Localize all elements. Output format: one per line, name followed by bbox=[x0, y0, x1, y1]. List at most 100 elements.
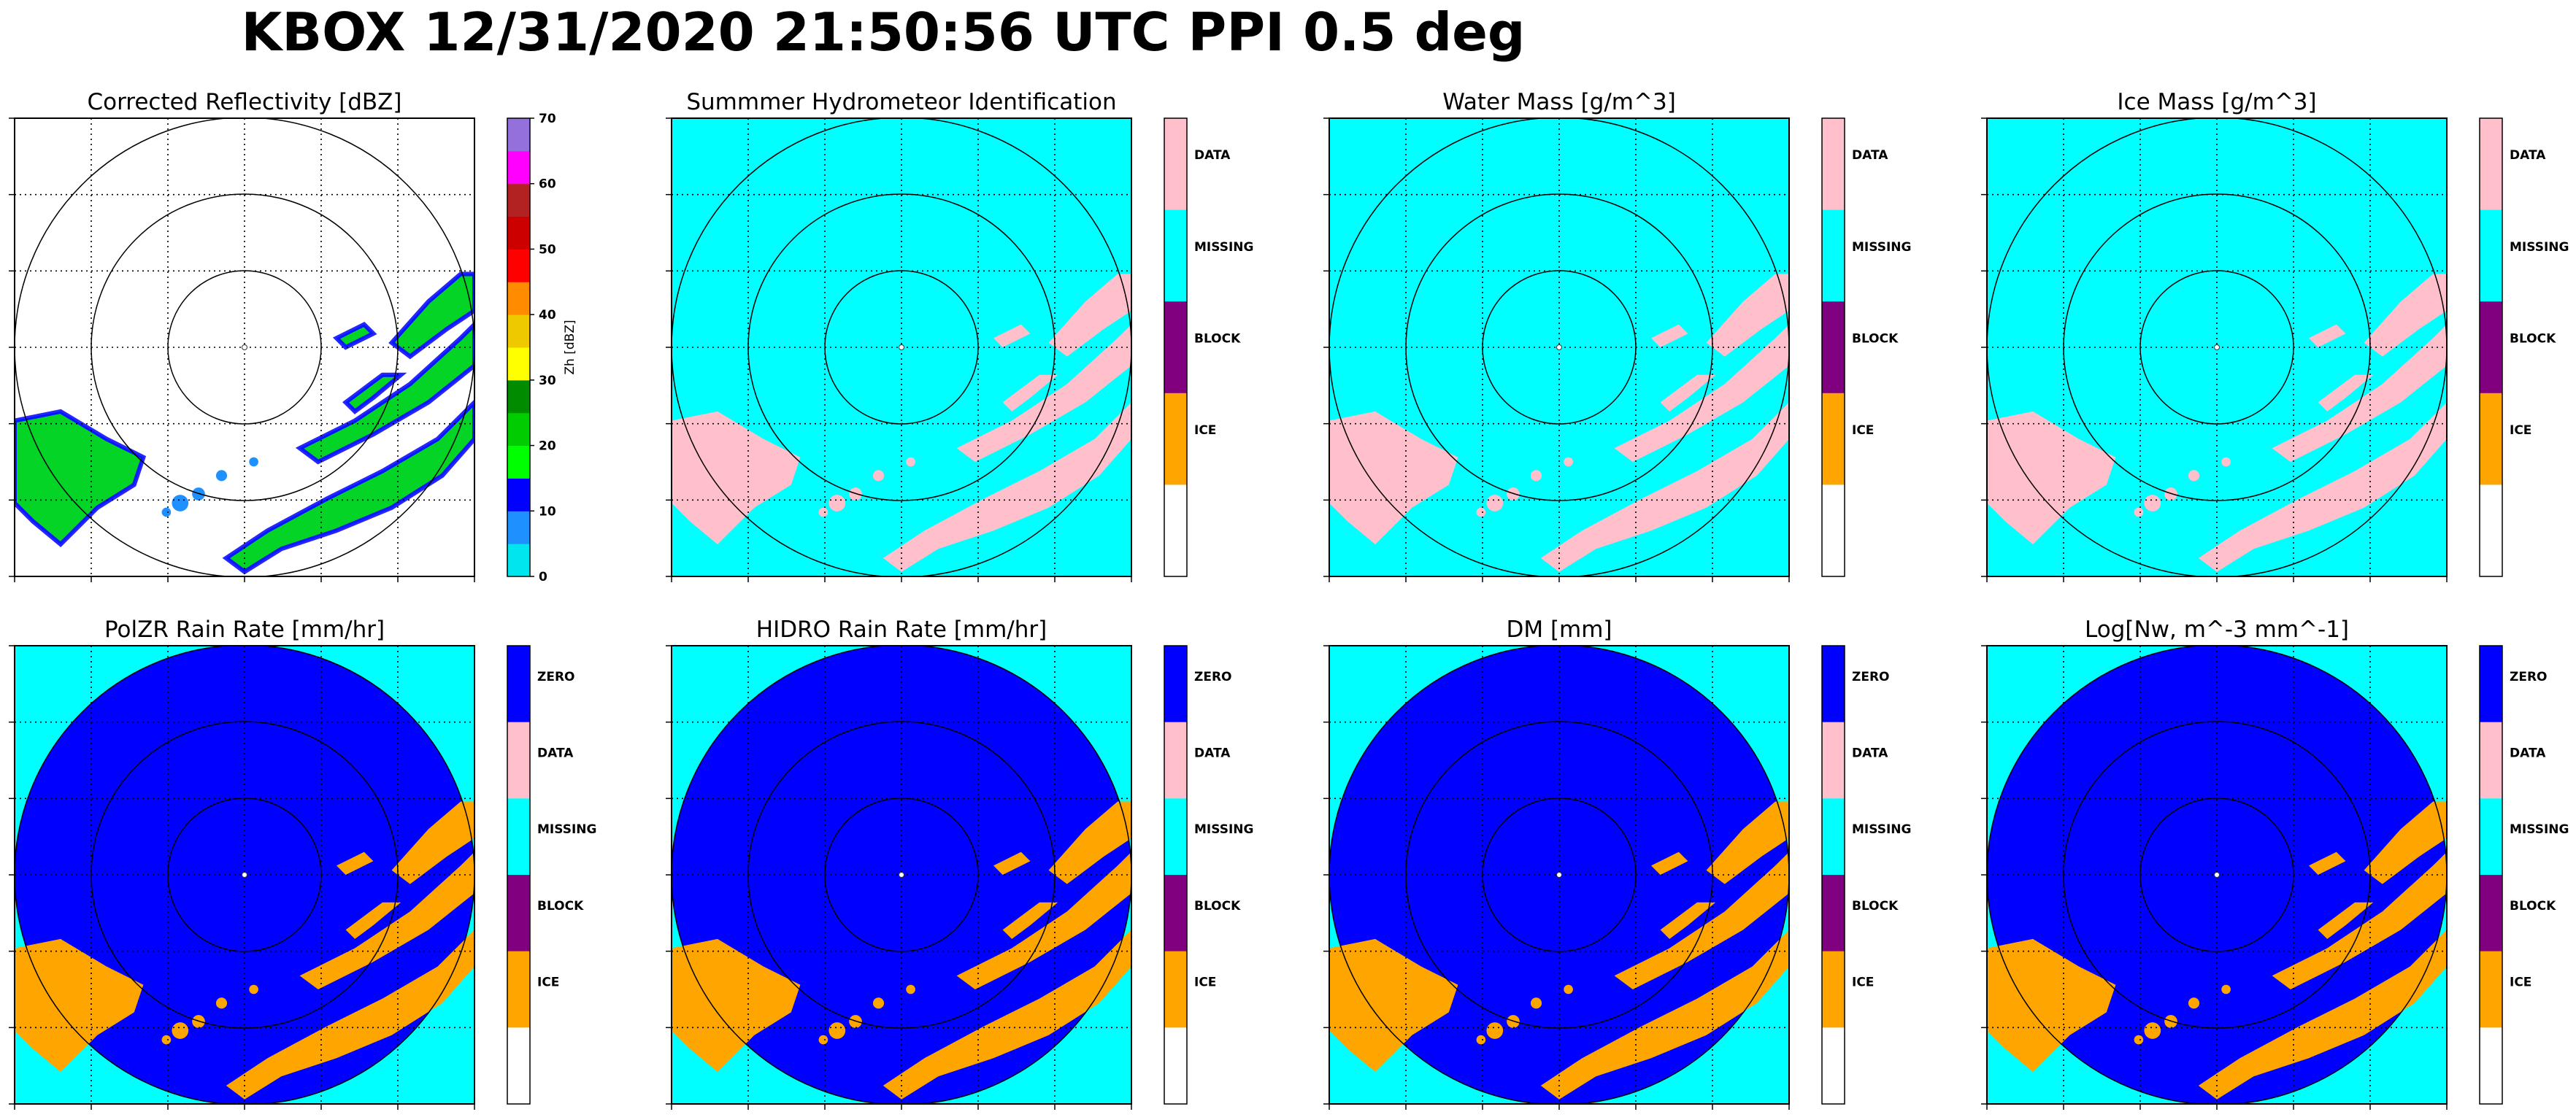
echo-core bbox=[332, 321, 377, 350]
echo-core bbox=[295, 321, 474, 465]
colorbar-ylabel: Zh [dBZ] bbox=[563, 320, 577, 374]
echo-speck bbox=[172, 1022, 189, 1039]
colorbar-category-label: ICE bbox=[2510, 976, 2531, 990]
panel-reflectivity: Corrected Reflectivity [dBZ] 0 10 20 30 40 50 6… bbox=[9, 89, 577, 584]
colorbar: DATA MISSING BLOCK ICE bbox=[1164, 117, 1253, 577]
colorbar-segment bbox=[1822, 646, 1845, 723]
colorbar-segment bbox=[1822, 1027, 1845, 1105]
panel-water-mass: Water Mass [g/m^3] DATA MISSING BLOCK ICE bbox=[1323, 89, 1911, 582]
echo-band bbox=[1660, 902, 1716, 939]
colorbar-category-label: MISSING bbox=[2510, 822, 2569, 837]
range-ring bbox=[2139, 797, 2294, 952]
echo-band bbox=[2198, 402, 2447, 572]
echo-core bbox=[15, 409, 147, 548]
echo-speck bbox=[2144, 495, 2161, 511]
colorbar-segment bbox=[2480, 798, 2502, 876]
echo-band bbox=[2309, 851, 2346, 875]
echo-speck bbox=[828, 1022, 846, 1039]
panel-dm: DM [mm] ZERO DATA MISSING BLOCK ICE bbox=[1323, 617, 1911, 1110]
radar-site-marker bbox=[242, 872, 247, 878]
colorbar-segment bbox=[507, 445, 530, 479]
echo-band bbox=[1651, 851, 1688, 875]
colorbar-category-label: BLOCK bbox=[2510, 331, 2556, 346]
colorbar-category-label: DATA bbox=[1852, 746, 1888, 761]
colorbar-segment bbox=[507, 722, 530, 799]
colorbar-category-label: MISSING bbox=[1852, 822, 1911, 837]
colorbar-category-label: MISSING bbox=[537, 822, 596, 837]
colorbar: ZERO DATA MISSING BLOCK ICE bbox=[507, 645, 596, 1105]
colorbar-category-label: ICE bbox=[1852, 423, 1874, 438]
colorbar-segment bbox=[2480, 484, 2502, 577]
colorbar-segment bbox=[507, 183, 530, 217]
echo-band bbox=[956, 324, 1131, 462]
echo-band bbox=[1706, 274, 1789, 357]
colorbar-category-label: DATA bbox=[1194, 746, 1231, 761]
echo-speck bbox=[1486, 495, 1504, 511]
plot-area bbox=[1329, 646, 1789, 1104]
colorbar-category-label: ZERO bbox=[1852, 670, 1889, 684]
echo-core bbox=[342, 372, 407, 414]
echo-band bbox=[299, 851, 474, 989]
range-ring bbox=[747, 193, 1056, 501]
panel-hidro-rain-rate: HIDRO Rain Rate [mm/hr] ZERO DATA MISSING BL… bbox=[666, 617, 1253, 1110]
plot-area bbox=[672, 646, 1131, 1104]
colorbar-segment bbox=[507, 875, 530, 952]
range-ring bbox=[1482, 797, 1637, 952]
colorbar-segment bbox=[1822, 118, 1845, 211]
colorbar: 0 10 20 30 40 50 60 70 Zh [dBZ] bbox=[507, 112, 577, 584]
colorbar-segment bbox=[507, 511, 530, 544]
colorbar-category-label: MISSING bbox=[1852, 240, 1911, 255]
colorbar-category-label: BLOCK bbox=[2510, 899, 2556, 914]
echo-speck bbox=[1530, 997, 1542, 1009]
colorbar-segment bbox=[1164, 646, 1187, 723]
colorbar-segment bbox=[1822, 798, 1845, 876]
colorbar-frame bbox=[507, 645, 531, 1105]
colorbar-segment bbox=[1822, 722, 1845, 799]
colorbar-segment bbox=[507, 1027, 530, 1105]
colorbar-category-label: MISSING bbox=[1194, 822, 1253, 837]
colorbar-category-label: DATA bbox=[2510, 746, 2546, 761]
radar-site-marker bbox=[899, 344, 904, 350]
colorbar-segment bbox=[507, 118, 530, 152]
echo-speck bbox=[2188, 997, 2200, 1009]
echo-band bbox=[993, 324, 1031, 347]
echo-speck bbox=[2134, 507, 2144, 517]
plot-area bbox=[1329, 118, 1789, 576]
colorbar-frame bbox=[1821, 117, 1845, 577]
radar-site-marker bbox=[1556, 872, 1562, 878]
panel-title: Log[Nw, m^-3 mm^-1] bbox=[2085, 617, 2349, 643]
echo-speck bbox=[161, 1035, 172, 1045]
colorbar-tick-label: 10 bbox=[539, 504, 556, 519]
colorbar-category-label: ICE bbox=[1194, 976, 1216, 990]
colorbar-tick-label: 30 bbox=[539, 374, 556, 388]
colorbar-segment bbox=[2480, 393, 2502, 485]
colorbar-segment bbox=[1164, 875, 1187, 952]
echo-speck bbox=[1476, 1035, 1486, 1045]
colorbar-tick-label: 60 bbox=[539, 177, 556, 192]
echo-speck bbox=[249, 984, 258, 995]
echo-band bbox=[1002, 902, 1058, 939]
echo-band bbox=[672, 411, 801, 544]
echo-band bbox=[345, 902, 401, 939]
range-ring bbox=[91, 193, 399, 501]
colorbar-segment bbox=[1822, 393, 1845, 485]
colorbar-frame bbox=[1164, 645, 1188, 1105]
echo-band bbox=[1540, 402, 1789, 572]
echo-speck bbox=[161, 507, 172, 517]
colorbar-category-label: BLOCK bbox=[1852, 899, 1899, 914]
range-ring bbox=[167, 270, 322, 425]
range-ring bbox=[1405, 193, 1713, 501]
echo-speck bbox=[2134, 1035, 2144, 1045]
echo-band bbox=[883, 402, 1131, 572]
echo-speck bbox=[172, 495, 189, 511]
radar-site-marker bbox=[2214, 344, 2220, 350]
range-ring bbox=[747, 721, 1056, 1029]
echo-band bbox=[993, 851, 1031, 875]
colorbar-category-label: MISSING bbox=[2510, 240, 2569, 255]
colorbar-segment bbox=[507, 347, 530, 381]
colorbar-category-label: ZERO bbox=[1194, 670, 1231, 684]
echo-band bbox=[1987, 938, 2116, 1072]
colorbar-segment bbox=[1822, 484, 1845, 577]
colorbar-category-label: ICE bbox=[2510, 423, 2531, 438]
